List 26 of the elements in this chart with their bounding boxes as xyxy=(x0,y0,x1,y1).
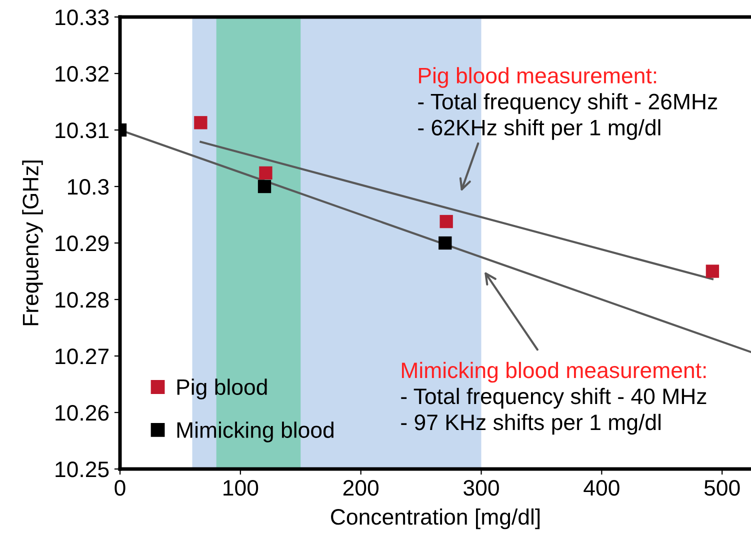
x-axis-title: Concentration [mg/dl] xyxy=(331,508,540,530)
point xyxy=(258,180,272,194)
y-tick-label: 10.31 xyxy=(56,122,109,138)
y-tick-label: 10.27 xyxy=(56,348,108,364)
y-tick-label: 10.33 xyxy=(56,10,109,26)
y-tick-label: 10.32 xyxy=(56,66,108,82)
legend-label: Pig blood xyxy=(177,378,267,400)
x-tick-label: 100 xyxy=(224,480,258,496)
x-tick-label: 0 xyxy=(114,480,126,496)
y-tick-label: 10.29 xyxy=(56,236,109,252)
x-tick-label: 300 xyxy=(464,480,499,496)
point xyxy=(706,264,720,278)
point xyxy=(259,166,272,180)
x-tick-label: 400 xyxy=(584,480,620,496)
y-tick-label: 10.28 xyxy=(56,292,109,308)
point xyxy=(438,236,452,250)
y-tick-label: 10.26 xyxy=(56,405,109,421)
x-tick-label: 200 xyxy=(343,480,379,496)
annotation: Mimicking blood measurement: - Total frequency shift - 40 MHz - 97 KHz shifts per 1 mg/dl xyxy=(401,362,706,435)
y-tick-label: 10.25 xyxy=(56,462,109,478)
point xyxy=(194,116,208,130)
point xyxy=(440,214,453,228)
annotation: Pig blood measurement: - Total frequency shift - 26MHz - 62KHz shift per 1 mg/dl xyxy=(418,67,718,140)
y-tick-label: 10.3 xyxy=(68,179,109,195)
y-axis-title: Frequency [GHz] xyxy=(22,160,43,326)
x-tick-label: 500 xyxy=(704,480,740,496)
